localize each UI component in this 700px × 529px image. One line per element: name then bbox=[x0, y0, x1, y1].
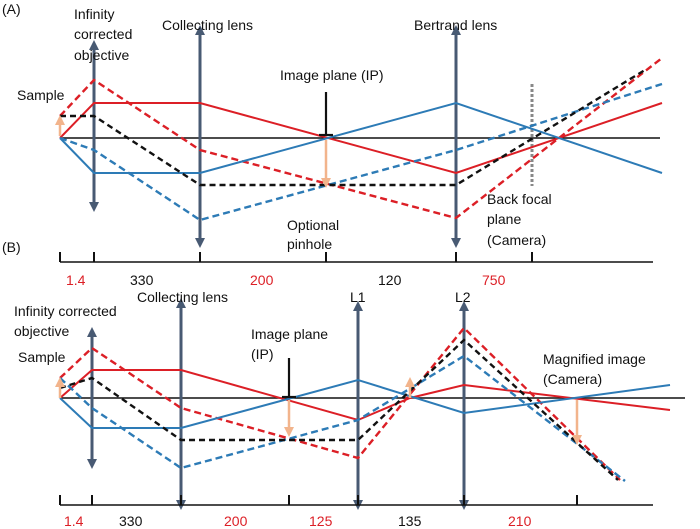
objective-label-a-line3: objective bbox=[74, 47, 129, 63]
red-dashed-ray-a bbox=[59, 57, 663, 220]
objective-label-b-line2: objective bbox=[14, 323, 69, 339]
distance-b-to-l1: 125 bbox=[309, 513, 333, 529]
image-plane-label-b: Image plane (IP) bbox=[251, 326, 332, 362]
collecting-lens-label-b: Collecting lens bbox=[137, 289, 228, 305]
objective-label-b: Infinity corrected objective bbox=[14, 303, 121, 339]
l2-label: L2 bbox=[455, 289, 471, 305]
collecting-lens-label-a: Collecting lens bbox=[162, 17, 253, 33]
l1-label: L1 bbox=[350, 289, 366, 305]
blue-solid-ray-a bbox=[59, 101, 663, 174]
image-plane-label-b-line2: (IP) bbox=[251, 346, 274, 362]
objective-label-a-line2: corrected bbox=[74, 26, 132, 42]
blue-dashed-ray-b bbox=[59, 354, 626, 482]
distance-b-to-collecting: 330 bbox=[119, 513, 143, 529]
panel-a: (A) Infinity corrected objective Sample … bbox=[2, 1, 663, 288]
distance-a-to-bertrand: 120 bbox=[378, 272, 402, 288]
back-focal-plane-label: Back focal plane (Camera) bbox=[487, 191, 555, 248]
pinhole-label-line2: pinhole bbox=[287, 236, 332, 252]
distance-a-objective: 1.4 bbox=[66, 272, 86, 288]
objective-label-a-line1: Infinity bbox=[74, 6, 114, 22]
image-plane-label-b-line1: Image plane bbox=[251, 326, 328, 342]
sample-label-b: Sample bbox=[18, 349, 66, 365]
distance-b-to-image-plane: 200 bbox=[224, 513, 248, 529]
blue-dashed-ray-a bbox=[59, 82, 663, 222]
magnified-image-label: Magnified image (Camera) bbox=[543, 351, 650, 387]
sample-label-a: Sample bbox=[17, 87, 65, 103]
magnified-image-label-line1: Magnified image bbox=[543, 351, 646, 367]
panel-a-tag: (A) bbox=[2, 1, 21, 17]
red-solid-ray-a bbox=[59, 102, 663, 175]
back-focal-plane-label-line2: plane bbox=[487, 211, 521, 227]
distance-a-to-image-plane: 200 bbox=[250, 272, 274, 288]
distance-b-to-l2: 135 bbox=[398, 513, 422, 529]
red-dashed-ray-b bbox=[59, 326, 621, 481]
image-plane-label-a: Image plane (IP) bbox=[280, 67, 384, 83]
back-focal-plane-label-line3: (Camera) bbox=[487, 232, 546, 248]
blue-solid-ray-b bbox=[59, 378, 671, 429]
objective-label-b-line1: Infinity corrected bbox=[14, 303, 117, 319]
panel-b-tag: (B) bbox=[2, 239, 21, 255]
distance-a-to-collecting: 330 bbox=[130, 272, 154, 288]
distance-b-objective: 1.4 bbox=[64, 513, 84, 529]
distance-b-to-camera: 210 bbox=[508, 513, 532, 529]
distance-a-to-camera: 750 bbox=[482, 272, 506, 288]
black-dashed-ray-a bbox=[60, 68, 646, 187]
objective-label-a: Infinity corrected objective bbox=[74, 6, 136, 63]
back-focal-plane-label-line1: Back focal bbox=[487, 191, 552, 207]
bertrand-lens-label-a: Bertrand lens bbox=[414, 17, 497, 33]
pinhole-label: Optional pinhole bbox=[287, 217, 343, 252]
panel-b: (B) Infinity corrected objective Sample … bbox=[2, 239, 685, 529]
magnified-image-label-line2: (Camera) bbox=[543, 371, 602, 387]
pinhole-label-line1: Optional bbox=[287, 217, 339, 233]
black-dashed-ray-b bbox=[59, 338, 619, 481]
